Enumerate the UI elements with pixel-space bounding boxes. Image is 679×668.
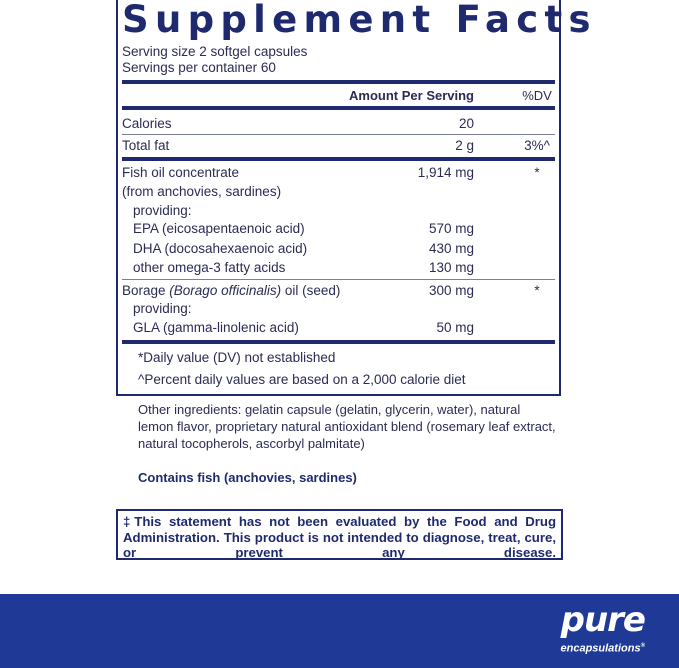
allergen-statement: Contains fish (anchovies, sardines) — [138, 470, 357, 485]
other-omega3-amount: 130 mg — [428, 260, 474, 275]
total-fat-dv: 3%^ — [524, 138, 550, 153]
gla-amount: 50 mg — [436, 320, 474, 335]
total-fat-amount: 2 g — [455, 138, 474, 153]
dha-amount: 430 mg — [428, 241, 474, 256]
row-gla: GLA (gamma-linolenic acid) — [133, 320, 299, 335]
row-calories: Calories — [122, 116, 172, 131]
providing-label: providing: — [133, 301, 192, 316]
footnote-calorie: ^Percent daily values are based on a 2,0… — [138, 372, 466, 387]
row-fish-oil: Fish oil concentrate — [122, 165, 240, 180]
borage-amount: 300 mg — [428, 283, 474, 298]
row-total-fat: Total fat — [122, 138, 170, 153]
borage-latin: (Borago officinalis) — [169, 283, 282, 298]
row-borage: Borage (Borago officinalis) oil (seed) — [122, 283, 340, 299]
borage-dv: * — [534, 283, 540, 298]
footnote-dv: *Daily value (DV) not established — [138, 350, 336, 365]
fish-oil-source: (from anchovies, sardines) — [122, 184, 282, 199]
other-ingredients-2: lemon flavor, proprietary natural antiox… — [138, 419, 556, 434]
divider — [122, 340, 555, 344]
row-epa: EPA (eicosapentaenoic acid) — [133, 221, 305, 236]
logo-sub: encapsulations — [560, 642, 641, 655]
dv-header: %DV — [522, 88, 552, 103]
brand-logo: pure encapsulations® — [520, 600, 647, 655]
calories-amount: 20 — [458, 116, 474, 131]
epa-amount: 570 mg — [428, 221, 474, 236]
registered-mark: ® — [640, 643, 645, 649]
divider — [122, 80, 555, 84]
divider — [122, 134, 555, 135]
row-other-omega3: other omega-3 fatty acids — [133, 260, 286, 275]
supplement-facts-panel — [116, 0, 561, 396]
other-ingredients-1: Other ingredients: gelatin capsule (gela… — [138, 402, 521, 417]
fda-disclaimer: ‡This statement has not been evaluated b… — [116, 509, 563, 560]
other-ingredients-3: natural tocopherols, ascorbyl palmitate) — [138, 436, 365, 451]
row-dha: DHA (docosahexaenoic acid) — [133, 241, 308, 256]
brand-band — [0, 594, 679, 668]
serving-size: Serving size 2 softgel capsules — [122, 44, 308, 59]
providing-label: providing: — [133, 203, 192, 218]
divider — [122, 279, 555, 280]
logo-encapsulations: encapsulations® — [560, 640, 646, 655]
panel-title: Supplement Facts — [122, 0, 597, 41]
logo-pure: pure — [560, 600, 646, 640]
divider — [122, 157, 555, 161]
fish-oil-dv: * — [534, 165, 540, 180]
fish-oil-amount: 1,914 mg — [417, 165, 474, 180]
divider — [122, 106, 555, 110]
borage-part: oil (seed) — [281, 283, 341, 298]
amount-header: Amount Per Serving — [349, 88, 474, 103]
borage-name: Borage — [122, 283, 170, 298]
servings-per-container: Servings per container 60 — [122, 60, 276, 75]
